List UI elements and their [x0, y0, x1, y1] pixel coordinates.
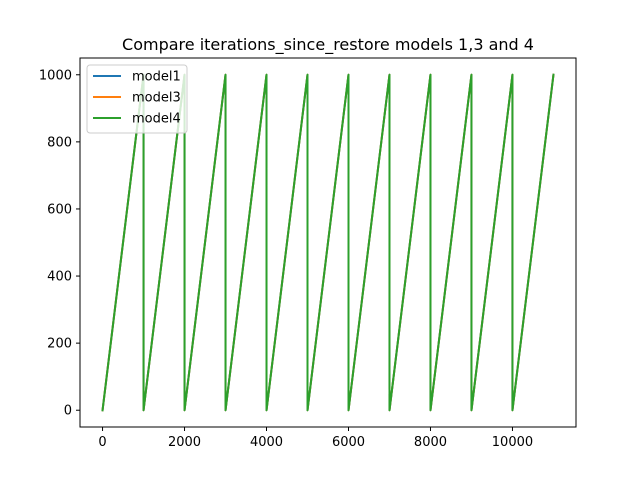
y-axis: 0 200 400 600 800 1000	[39, 68, 80, 419]
series-layer	[101, 73, 555, 412]
y-tick-label: 600	[47, 202, 72, 217]
x-tick-label: 10000	[492, 435, 533, 450]
x-tick-label: 4000	[250, 435, 283, 450]
x-tick-label: 6000	[332, 435, 365, 450]
chart-title: Compare iterations_since_restore models …	[122, 35, 534, 55]
y-tick-label: 200	[47, 337, 72, 352]
x-tick-label: 2000	[168, 435, 201, 450]
legend-label-model4: model4	[132, 112, 181, 127]
y-tick-label: 0	[64, 404, 72, 419]
x-tick-label: 8000	[414, 435, 447, 450]
y-tick-label: 800	[47, 135, 72, 150]
y-tick-label: 400	[47, 270, 72, 285]
series-line-model4	[101, 73, 555, 412]
x-axis: 0 2000 4000 6000 8000 10000	[98, 427, 533, 450]
legend-label-model1: model1	[132, 70, 181, 85]
legend: model1 model3 model4	[86, 64, 188, 134]
x-tick-label: 0	[98, 435, 106, 450]
y-tick-label: 1000	[39, 68, 72, 83]
legend-label-model3: model3	[132, 91, 181, 106]
axes-frame	[79, 57, 577, 428]
legend-box	[86, 64, 188, 134]
